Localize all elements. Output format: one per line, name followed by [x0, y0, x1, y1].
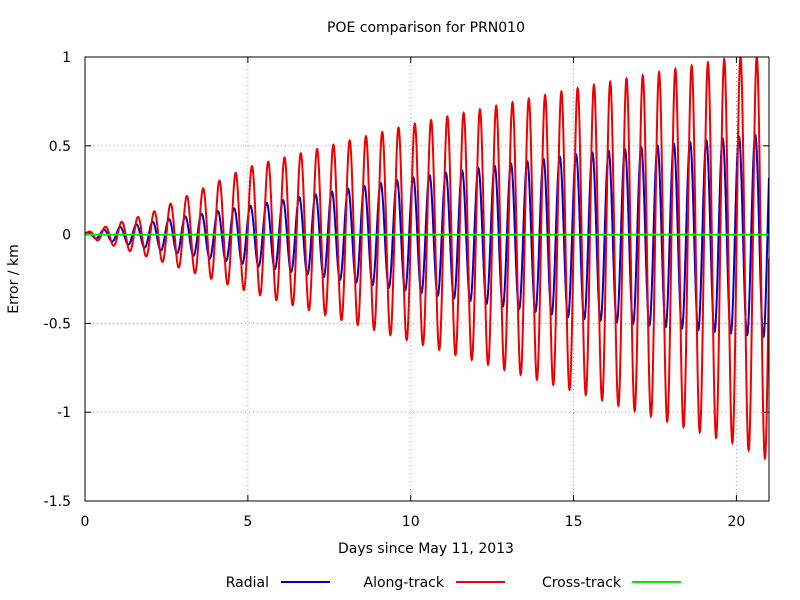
plot-frame [84, 56, 770, 502]
x-tick-label: 10 [402, 514, 420, 530]
y-tick-label: -0.5 [44, 316, 71, 332]
legend-label-along-track: Along-track [364, 575, 445, 591]
series-line-along-track [85, 57, 769, 461]
grid [85, 57, 769, 501]
x-axis-ticks: 0 5 10 15 20 [81, 57, 746, 530]
x-tick-label: 0 [81, 514, 90, 530]
legend: Radial Along-track Cross-track [226, 575, 681, 591]
x-axis-label: Days since May 11, 2013 [338, 541, 514, 557]
x-tick-label: 20 [728, 514, 746, 530]
x-tick-label: 15 [565, 514, 583, 530]
series-lines [85, 57, 769, 461]
legend-label-radial: Radial [226, 575, 269, 591]
x-tick-label: 5 [243, 514, 252, 530]
y-axis-label: Error / km [6, 244, 22, 314]
y-tick-label: 0.5 [49, 139, 71, 155]
y-tick-label: 0 [62, 228, 71, 244]
y-tick-label: -1.5 [44, 494, 71, 510]
chart-title: POE comparison for PRN010 [327, 20, 525, 36]
y-tick-label: -1 [57, 405, 71, 421]
y-tick-label: 1 [62, 50, 71, 66]
legend-label-cross-track: Cross-track [542, 575, 622, 591]
